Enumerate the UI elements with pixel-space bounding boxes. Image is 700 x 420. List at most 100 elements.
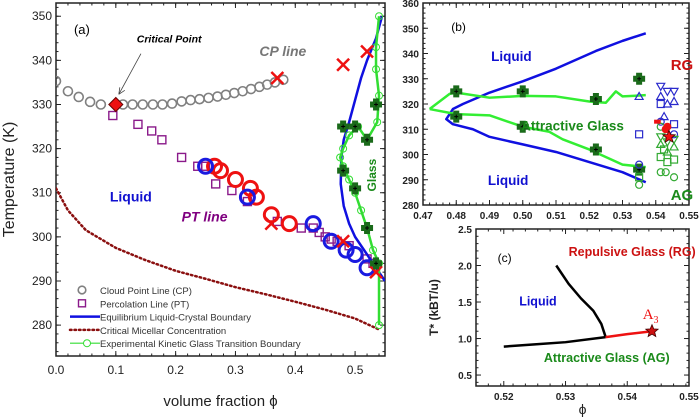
series-bigcircle-point	[197, 157, 215, 175]
x-tick-label: 0.49	[480, 211, 500, 222]
x-tick-label: 0.54	[618, 392, 638, 403]
series-cloud-point-line-cp-point	[73, 91, 85, 103]
annotation-label: (b)	[451, 20, 466, 34]
series-percolation-line-pt-point	[200, 161, 211, 171]
annotation-label: Liquid	[491, 49, 531, 64]
series-cloud-point-line-cp-point	[245, 83, 257, 95]
series-cloud-point-line-cp-point	[228, 87, 240, 99]
annotation-label: AG	[671, 187, 694, 204]
legend-marker	[77, 285, 87, 295]
series-plus-point-center	[637, 76, 642, 81]
x-tick-label: 0.48	[447, 211, 467, 222]
series-line-line	[605, 329, 653, 339]
series-open-circle-point	[656, 168, 665, 177]
series-open-square-point	[656, 99, 665, 109]
series-experimental-kinetic-glass-transition-boundary-point	[357, 206, 366, 215]
series-bigcircle-point	[212, 162, 229, 180]
y-tick-label: 340	[32, 53, 52, 67]
series-bigcircle-point	[226, 171, 244, 188]
x-tick-label: 0.52	[580, 211, 600, 222]
x-tick-label: 0.50	[513, 211, 533, 222]
series-cloud-point-line-cp-point	[62, 85, 74, 97]
series-bigcircle-point	[322, 232, 340, 250]
annotation-label: RG	[671, 57, 694, 74]
series-plus-point-center	[593, 96, 598, 101]
legend-label: Cloud Point Line (CP)	[100, 286, 192, 297]
x-tick-label: 0.55	[679, 392, 699, 403]
annotation-label: (c)	[498, 251, 512, 265]
plot-frame	[475, 228, 690, 387]
series-bigcircle-point	[280, 215, 298, 233]
legend-marker	[77, 299, 87, 308]
series-open-circle-point	[661, 168, 670, 177]
y-tick-label: 1.5	[458, 298, 472, 309]
x-tick-label: 0.0	[48, 363, 65, 377]
y-tick-label: 2.5	[458, 225, 472, 236]
annotation-label: PT line	[182, 208, 228, 224]
legend-label: Percolation Line (PT)	[100, 299, 189, 310]
series-cloud-point-line-cp-point	[137, 99, 149, 110]
y-tick-label: 280	[32, 318, 52, 332]
series-cloud-point-line-cp-point	[157, 99, 168, 110]
x-tick-label: 0.52	[494, 392, 514, 403]
annotation-label: Attractive Glass	[521, 119, 624, 134]
a3-subscript: 3	[654, 315, 659, 326]
series-plus-point-center	[520, 89, 525, 94]
x-axis-label: ϕ	[579, 401, 587, 417]
series-bigcircle-point	[238, 188, 256, 206]
series-open-square-point	[635, 130, 644, 139]
y-tick-label: 310	[32, 186, 52, 200]
series-plus-point-center	[365, 226, 370, 231]
series-plus-point-center	[520, 124, 525, 129]
annotation-label: Liquid	[488, 173, 529, 188]
series-experimental-kinetic-glass-transition-boundary-point	[345, 175, 354, 184]
y-tick-label: 290	[32, 274, 52, 288]
series-bigcircle-point	[346, 246, 364, 264]
y-tick-label: 350	[32, 9, 52, 23]
series-filled-circle-point	[663, 122, 672, 131]
series-bigcircle-point	[247, 188, 265, 206]
annotation-label: Liquid	[519, 295, 557, 309]
x-tick-label: 0.53	[556, 392, 576, 403]
series-group	[428, 32, 680, 189]
series-plus-point-center	[353, 124, 358, 129]
series-percolation-line-pt-point	[211, 179, 221, 189]
series-percolation-line-pt-point	[108, 110, 118, 121]
y-tick-label: 300	[32, 230, 52, 244]
series-plus-point-center	[341, 168, 346, 173]
x-tick-label: 0.1	[107, 363, 124, 377]
series-open-triangle-point	[669, 96, 680, 106]
critical-point-arrow	[118, 53, 142, 95]
series-cloud-point-line-cp-point	[212, 91, 223, 102]
series-cloud-point-line-cp-point	[203, 92, 214, 104]
y-tick-label: 310	[402, 125, 419, 136]
annotation-label: (a)	[74, 22, 90, 37]
series-critical-point-point	[108, 96, 124, 113]
series-experimental-kinetic-glass-transition-boundary-point	[372, 65, 381, 74]
y-tick-label: 2.0	[458, 262, 472, 273]
series-line-line	[445, 32, 647, 184]
series-critical-micellar-concentration-line	[56, 187, 381, 331]
series-experimental-kinetic-glass-transition-boundary-point	[345, 131, 354, 140]
legend-label: Experimental Kinetic Glass Transition Bo…	[100, 339, 301, 350]
series-open-triangle-down-point	[662, 87, 673, 97]
x-tick-label: 0.4	[287, 363, 304, 377]
series-percolation-line-pt-point	[157, 135, 167, 145]
glass-label: Glass	[365, 158, 379, 191]
series-plus-point-center	[374, 102, 379, 107]
x-tick-label: 0.47	[413, 211, 433, 222]
panel-a: 0.0 0.1 0.2 0.3 0.4 0.5 280 290 300 310 320 330 340 3…	[1, 2, 386, 410]
series-cross-point	[270, 71, 285, 85]
series-cross-point	[369, 265, 383, 280]
x-tick-label: 0.51	[546, 211, 566, 222]
series-cloud-point-line-cp-point	[127, 99, 138, 110]
series-cloud-point-line-cp-point	[84, 96, 96, 108]
series-open-triangle-down-point	[655, 133, 666, 143]
x-tick-label: 0.55	[679, 211, 699, 222]
y-tick-label: 300	[402, 151, 419, 162]
series-plus-point-center	[374, 261, 379, 266]
annotation-label: Attractive Glass (AG)	[544, 351, 670, 365]
y-tick-label: 340	[402, 50, 419, 61]
series-experimental-kinetic-glass-transition-boundary-point	[373, 118, 382, 127]
